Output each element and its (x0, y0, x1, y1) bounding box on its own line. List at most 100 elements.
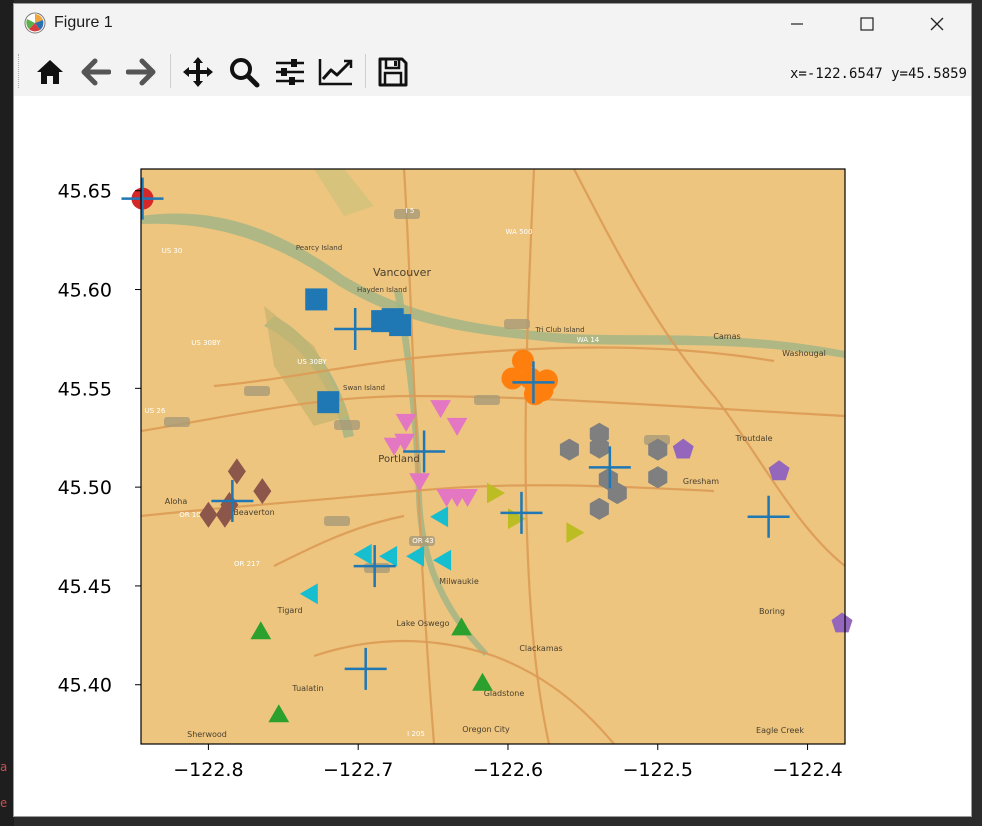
close-icon (930, 17, 944, 31)
maximize-icon (860, 17, 874, 31)
maximize-button[interactable] (844, 4, 890, 44)
hexagon-marker (607, 482, 627, 505)
background-glyph: e (0, 796, 8, 810)
plus-marker (588, 446, 631, 489)
zoom-button[interactable] (226, 54, 262, 90)
basemap-place-label: Tualatin (291, 684, 323, 693)
triangle_up-marker (472, 672, 493, 691)
triangle_down-marker (430, 400, 451, 419)
basemap-road (524, 169, 551, 744)
pentagon-marker (831, 612, 853, 633)
background-editor-strip: a e (0, 0, 14, 826)
basemap-place-label: Camas (713, 332, 740, 341)
basemap-road-label: OR 43 (412, 537, 434, 545)
triangle_left-marker (379, 545, 398, 567)
triangle_left-marker (406, 545, 425, 567)
y-tick-label: 45.50 (58, 477, 112, 499)
y-tick-label: 45.60 (58, 280, 112, 302)
basemap-road (573, 169, 845, 567)
plus-marker (747, 495, 790, 538)
plus-marker (512, 361, 555, 404)
x-tick-label: −122.7 (323, 759, 393, 781)
scatter-markers (121, 177, 853, 723)
matplotlib-logo-icon (24, 12, 46, 34)
basemap-road (273, 514, 405, 567)
close-button[interactable] (914, 4, 960, 44)
basemap-place-label: Pearcy Island (296, 244, 342, 252)
plus-marker (403, 430, 446, 473)
triangle_left-marker (430, 506, 449, 528)
basemap-place-label: Eagle Creek (756, 726, 804, 735)
title-bar[interactable]: Figure 1 (14, 4, 971, 44)
basemap-place-label: Troutdale (734, 434, 772, 443)
plus-marker (353, 545, 396, 588)
triangle_down-marker (409, 473, 430, 492)
x-tick-label: −122.6 (473, 759, 543, 781)
triangle_left-marker (353, 543, 372, 565)
save-button[interactable] (375, 54, 411, 90)
configure-subplots-button[interactable] (272, 54, 308, 90)
basemap-road (141, 394, 845, 433)
triangle_down-marker (446, 417, 468, 436)
pan-button[interactable] (180, 54, 216, 90)
toolbar-separator (365, 54, 366, 88)
figure-canvas[interactable]: Vancouver Portland Hayden Island Pearcy Isl… (14, 96, 971, 816)
forward-button[interactable] (123, 54, 159, 90)
basemap-place-label: Swan Island (343, 384, 385, 392)
move-icon (183, 57, 213, 87)
sliders-icon (276, 59, 304, 85)
basemap-shield (474, 395, 500, 405)
y-tick-label: 45.45 (58, 576, 112, 598)
x-tick-label: −122.8 (173, 759, 243, 781)
basemap-shield (244, 386, 270, 396)
minimize-button[interactable] (774, 4, 820, 44)
toolbar-grip[interactable] (18, 54, 21, 88)
basemap-road-label: I 205 (407, 730, 425, 738)
basemap-road-label: I 5 (406, 207, 415, 215)
basemap-place-label: Aloha (165, 497, 188, 506)
y-tick-label: 45.65 (58, 181, 112, 203)
basemap-place-label: Boring (759, 607, 785, 616)
basemap-road-label: US 30 (162, 247, 183, 255)
axes-frame (140, 168, 846, 745)
hexagon-marker (648, 438, 668, 461)
basemap-place-label: Vancouver (373, 266, 431, 279)
square-marker (389, 314, 412, 337)
basemap-place-label: Milwaukie (439, 577, 479, 586)
basemap-place-label: Clackamas (519, 644, 562, 653)
basemap-road-label: OR 217 (234, 560, 260, 568)
basemap-shield (504, 319, 530, 329)
window-title: Figure 1 (54, 14, 113, 31)
triangle_left-marker (433, 549, 452, 571)
basemap-shield (324, 516, 350, 526)
hexagon-marker (648, 466, 668, 489)
diamond-marker (227, 458, 246, 485)
plus-marker (211, 479, 254, 522)
basemap-place-label: Gladstone (484, 689, 525, 698)
triangle_left-marker (299, 583, 318, 605)
basemap-shield (364, 563, 390, 573)
plus-marker (334, 308, 377, 351)
figure-window: Figure 1 (13, 3, 972, 817)
triangle_up-marker (250, 621, 272, 640)
basemap-road-label: US 30BY (191, 339, 221, 347)
plus-marker (500, 491, 543, 534)
basemap-place-label: Beaverton (233, 508, 274, 517)
basemap-park (314, 169, 374, 216)
plus-marker (121, 177, 164, 220)
home-button[interactable] (32, 54, 68, 90)
edit-axis-button[interactable] (318, 54, 354, 90)
triangle_down-marker (395, 413, 417, 432)
navigation-toolbar: x=-122.6547 y=45.5859 (14, 44, 971, 97)
x-axis: −122.8 −122.7 −122.6 −122.5 −122.4 (173, 744, 843, 781)
chart-svg[interactable]: Vancouver Portland Hayden Island Pearcy Isl… (14, 96, 971, 816)
back-button[interactable] (78, 54, 114, 90)
basemap-road (402, 169, 436, 744)
hexagon-marker (589, 436, 609, 459)
arrow-left-icon (81, 58, 111, 86)
basemap-place-label: Lake Oswego (396, 619, 449, 628)
diamond-marker (199, 501, 218, 528)
minimize-icon (791, 23, 803, 25)
toolbar-separator (170, 54, 171, 88)
x-tick-label: −122.4 (772, 759, 842, 781)
